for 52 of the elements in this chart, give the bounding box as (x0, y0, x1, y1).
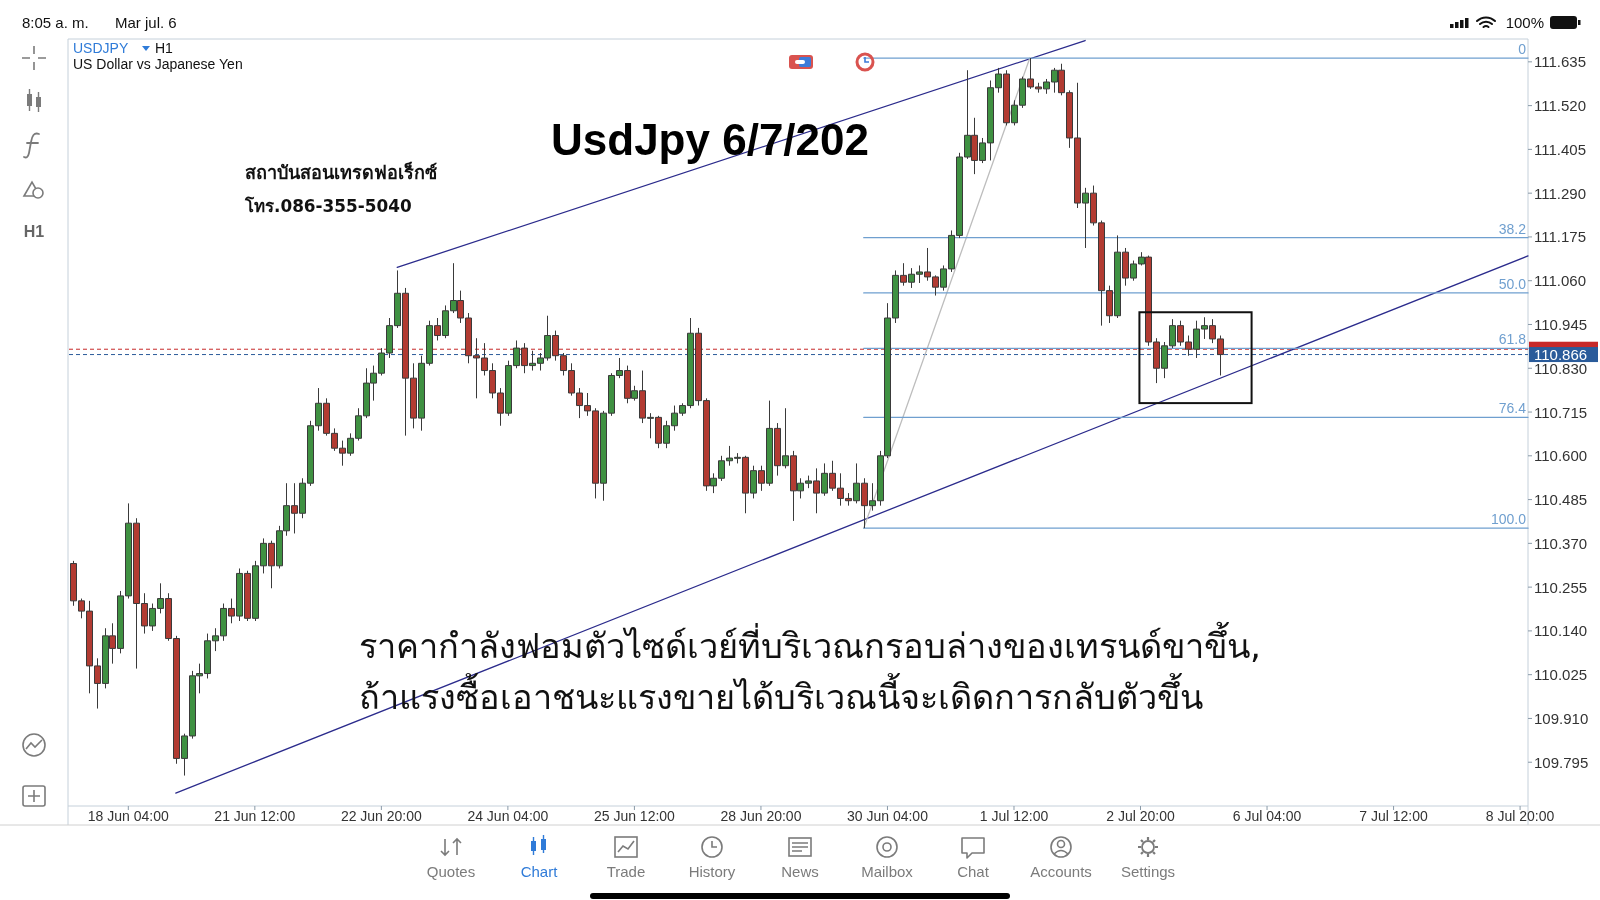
text: Chart (520, 863, 559, 880)
series-label: 100.0 (1490, 511, 1527, 528)
y-tick-label: 109.910 (1534, 709, 1589, 727)
x-tick-label: 2 Jul 20:00 (1106, 808, 1175, 824)
x-tick-label: 28 Jun 20:00 (720, 808, 802, 824)
text: 100% (1505, 14, 1544, 31)
y-tick-label: 111.290 (1534, 184, 1586, 202)
x-tick-label: 7 Jul 12:00 (1359, 808, 1429, 824)
series-label: 76.4 (1498, 400, 1527, 417)
series-label: 61.8 (1498, 331, 1527, 348)
y-tick-label: 110.025 (1534, 666, 1588, 684)
y-tick-label: 110.140 (1534, 622, 1588, 640)
text: 8:05 a. m. (22, 14, 89, 31)
text: Mailbox (861, 863, 914, 880)
y-tick-label: 110.600 (1534, 447, 1588, 465)
y-tick-label: 110.255 (1534, 578, 1588, 596)
text: Settings (1120, 863, 1176, 880)
x-tick-label: 24 Jun 04:00 (467, 808, 549, 824)
x-tick-label: 6 Jul 04:00 (1232, 808, 1302, 824)
x-tick-label: 25 Jun 12:00 (593, 808, 676, 824)
y-tick-label: 110.945 (1534, 315, 1588, 333)
text: Quotes (426, 863, 476, 880)
x-tick-label: 18 Jun 04:00 (87, 808, 169, 824)
y-tick-label: 111.635 (1534, 53, 1586, 71)
y-tick-label: 109.795 (1534, 753, 1589, 771)
annotation: USDJPY (73, 40, 129, 56)
text: Trade (606, 863, 646, 880)
text: Mar jul. 6 (115, 14, 177, 31)
x-tick-label: 21 Jun 12:00 (214, 808, 296, 824)
annotation: โทร.086-355-5040 (244, 196, 412, 216)
x-tick-label: 30 Jun 04:00 (846, 808, 929, 824)
x-tick-label: 8 Jul 20:00 (1485, 808, 1555, 824)
y-tick-label: 111.520 (1534, 97, 1586, 115)
series-label: 50.0 (1498, 275, 1527, 292)
annotation: สถาบันสอนเทรดฟอเร็กซ์ (245, 161, 437, 183)
y-tick-label: 110.715 (1534, 403, 1588, 421)
text: History (688, 863, 736, 880)
text: Chat (957, 863, 990, 880)
series-label: 38.2 (1498, 220, 1527, 237)
y-tick-label: 111.060 (1534, 272, 1586, 290)
series-label: 0 (1518, 41, 1527, 58)
x-tick-label: 1 Jul 12:00 (979, 808, 1049, 824)
text: News (781, 863, 819, 880)
y-tick-label: 110.370 (1534, 534, 1588, 552)
y-tick-label: 110.485 (1534, 491, 1588, 509)
annotation: H1 (155, 40, 174, 56)
y-tick-label: 111.405 (1534, 140, 1586, 158)
text: H1 (23, 223, 45, 240)
y-tick-label: 111.175 (1534, 228, 1586, 246)
x-tick-label: 22 Jun 20:00 (340, 808, 423, 824)
annotation: US Dollar vs Japanese Yen (73, 56, 243, 72)
text: Accounts (1030, 863, 1092, 880)
